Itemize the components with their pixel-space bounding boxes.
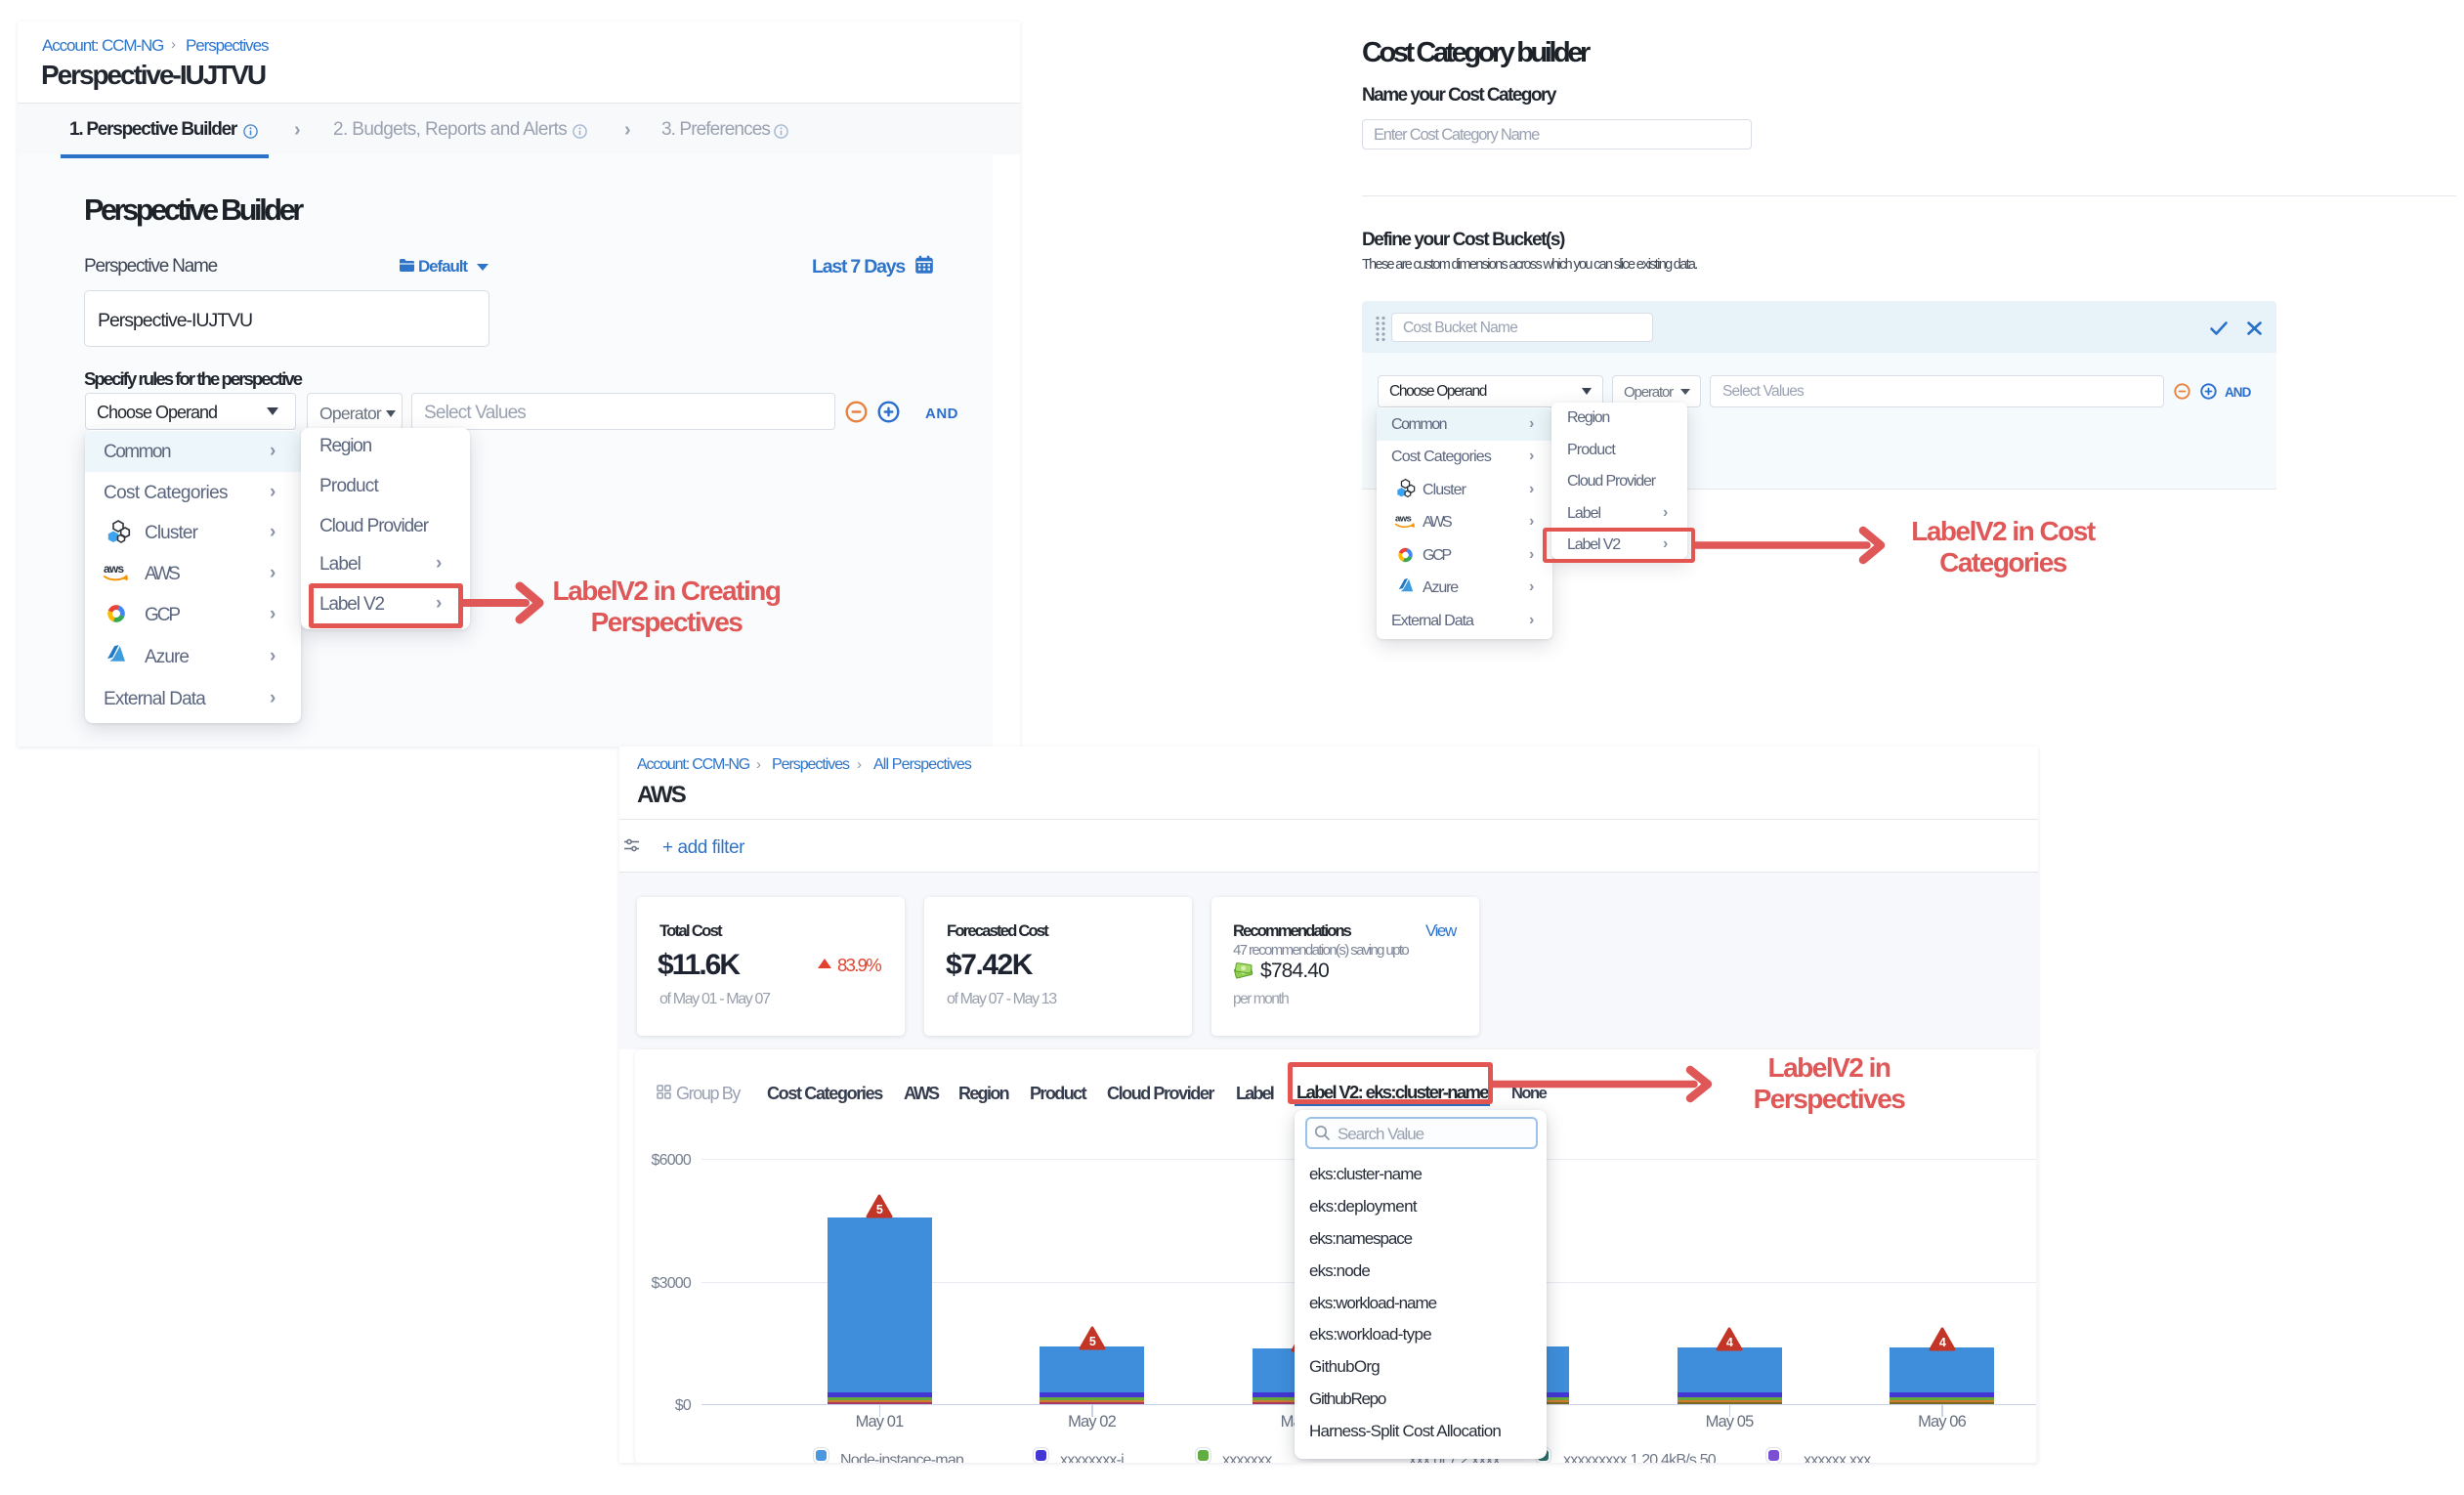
svg-text:4: 4 xyxy=(1726,1336,1733,1349)
svg-text:4: 4 xyxy=(1938,1336,1945,1349)
svg-text:5: 5 xyxy=(1088,1335,1095,1348)
svg-text:aws: aws xyxy=(1395,513,1412,524)
svg-text:5: 5 xyxy=(876,1203,883,1217)
svg-text:aws: aws xyxy=(104,562,124,576)
